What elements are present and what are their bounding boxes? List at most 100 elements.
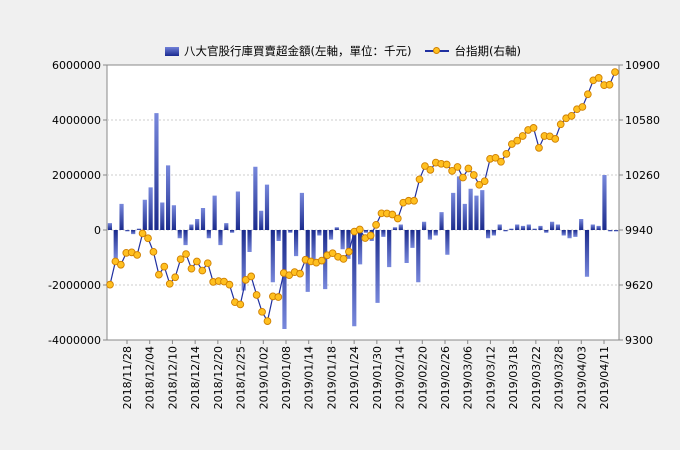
bar xyxy=(433,230,438,236)
bar xyxy=(474,195,479,230)
bar xyxy=(107,223,113,230)
bar xyxy=(387,230,392,268)
index-point xyxy=(236,300,245,309)
x-tick-label: 2019/01/08 xyxy=(280,346,293,409)
bar xyxy=(462,203,467,230)
index-point xyxy=(421,162,429,170)
left-tick-label: 6000000 xyxy=(52,59,101,72)
index-point xyxy=(442,160,451,169)
index-point xyxy=(328,249,337,258)
index-point xyxy=(149,247,158,256)
bar xyxy=(509,228,514,230)
x-tick-label: 2019/02/26 xyxy=(439,346,452,409)
index-point xyxy=(247,272,256,281)
index-point xyxy=(317,256,326,265)
index-point xyxy=(469,171,478,179)
x-tick-label: 2018/12/20 xyxy=(212,346,225,409)
bar xyxy=(131,230,136,235)
x-tick-label: 2019/01/14 xyxy=(303,346,316,409)
x-tick-label: 2018/11/28 xyxy=(121,346,134,409)
index-point xyxy=(366,231,375,240)
x-tick-label: 2018/12/25 xyxy=(235,346,248,409)
index-point xyxy=(155,270,163,279)
index-point xyxy=(138,229,147,238)
x-tick-label: 2019/04/11 xyxy=(598,346,611,409)
bar xyxy=(497,224,502,230)
index-point xyxy=(459,173,467,182)
index-point xyxy=(372,220,380,229)
index-point xyxy=(578,103,587,111)
index-point xyxy=(529,124,538,132)
bar xyxy=(392,227,398,230)
index-point xyxy=(176,255,185,264)
legend-item-bars: 八大官股行庫買賣超金額(左軸，單位：千元) xyxy=(165,43,411,59)
index-point xyxy=(198,266,207,275)
index-point xyxy=(187,264,196,273)
bar xyxy=(480,190,485,230)
right-tick-label: 10260 xyxy=(625,169,660,182)
index-point xyxy=(491,153,500,162)
index-point xyxy=(480,177,489,186)
bar xyxy=(229,230,235,233)
bar xyxy=(445,230,450,255)
index-point xyxy=(464,164,473,173)
index-point xyxy=(263,317,272,325)
bar xyxy=(357,230,363,265)
bar xyxy=(468,188,473,230)
x-tick-label: 2018/12/14 xyxy=(189,346,202,409)
bar xyxy=(206,230,211,239)
index-point xyxy=(497,157,505,166)
bar xyxy=(532,228,537,230)
bar xyxy=(340,230,345,250)
index-point xyxy=(556,120,565,129)
bar xyxy=(171,205,177,230)
bar xyxy=(177,230,182,239)
index-point xyxy=(171,273,180,282)
index-point xyxy=(415,175,424,184)
x-axis: 2018/11/28 2018/12/04 2018/12/10 2018/12/14… xyxy=(121,340,611,409)
index-point xyxy=(507,140,516,148)
bar xyxy=(270,230,275,283)
left-tick-label: -4000000 xyxy=(48,334,101,347)
bar xyxy=(264,184,270,230)
bar xyxy=(573,230,578,237)
legend-item-line: 台指期(右軸) xyxy=(425,43,521,59)
index-point xyxy=(448,167,456,175)
bar xyxy=(224,223,229,230)
bar xyxy=(288,230,293,233)
index-point xyxy=(252,291,261,299)
legend-line-label: 台指期(右軸) xyxy=(454,44,521,58)
index-point xyxy=(426,165,435,174)
bar xyxy=(293,230,299,257)
bar xyxy=(363,230,369,233)
bar xyxy=(549,221,555,230)
x-tick-label: 2019/01/30 xyxy=(371,346,384,409)
bar xyxy=(613,230,619,232)
bar xyxy=(451,192,456,230)
bar xyxy=(485,230,491,239)
x-tick-label: 2019/01/02 xyxy=(257,346,270,409)
bar xyxy=(596,225,601,230)
index-point xyxy=(165,279,174,288)
index-point xyxy=(258,307,266,316)
bar xyxy=(311,230,316,263)
legend: 八大官股行庫買賣超金額(左軸，單位：千元) 台指期(右軸) xyxy=(165,42,535,60)
bar xyxy=(218,230,223,246)
left-tick-label: 2000000 xyxy=(52,169,101,182)
bar xyxy=(381,230,386,237)
bar-series xyxy=(107,113,619,329)
left-tick-label: 0 xyxy=(94,224,101,237)
x-tick-label: 2019/03/12 xyxy=(484,346,497,409)
index-point xyxy=(296,269,304,278)
index-point xyxy=(182,250,190,258)
bar xyxy=(346,230,351,259)
x-tick-label: 2019/01/18 xyxy=(325,346,338,409)
index-point xyxy=(345,247,353,256)
bar xyxy=(526,224,531,230)
right-tick-label: 9940 xyxy=(625,224,653,237)
bar xyxy=(602,175,607,230)
bar xyxy=(328,230,334,240)
bar xyxy=(520,225,526,230)
bar xyxy=(200,208,206,230)
